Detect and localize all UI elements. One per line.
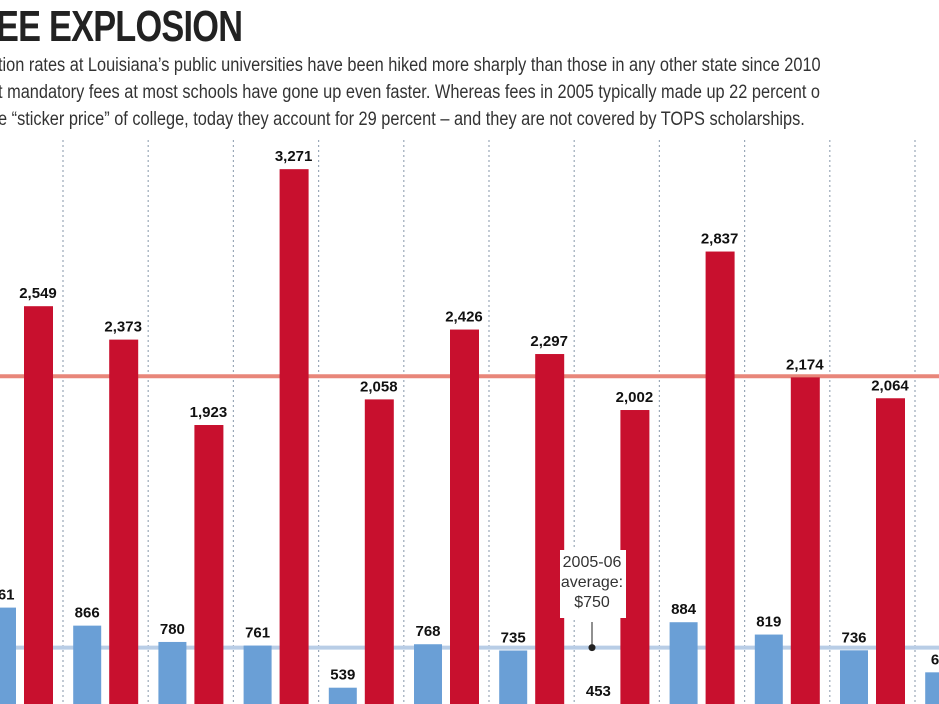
average-annotation-text: average: — [561, 574, 623, 591]
fee-2005-bar — [925, 672, 939, 704]
intro-line-1: tion rates at Louisiana’s public univers… — [0, 55, 821, 76]
fee-2005-bar — [414, 644, 442, 704]
fee-2005-bar — [243, 645, 272, 704]
fee-2005-label: 62 — [931, 651, 939, 668]
fee-current-label: 2,064 — [871, 377, 909, 394]
fee-2005-bar — [158, 641, 187, 704]
fee-2005-label: 866 — [75, 605, 100, 622]
fee-2005-label: 819 — [756, 614, 781, 631]
fee-2005-bar — [840, 650, 868, 704]
fee-2005-label: 780 — [160, 621, 185, 638]
fee-current-bar — [876, 398, 905, 704]
fee-2005-bar — [754, 634, 783, 704]
fee-current-bar — [364, 399, 394, 704]
fee-current-label: 2,549 — [19, 285, 57, 302]
average-annotation-text: $750 — [574, 594, 610, 611]
fee-2005-label: 736 — [841, 629, 866, 646]
fee-current-bar — [24, 306, 53, 704]
fee-current-bar — [790, 377, 820, 704]
fee-current-label: 2,297 — [530, 333, 568, 350]
fee-current-bar — [705, 251, 735, 704]
fee-current-label: 3,271 — [275, 148, 313, 165]
fee-2005-label: 453 — [586, 683, 611, 700]
fee-current-label: 2,426 — [445, 309, 483, 326]
fee-current-bar — [535, 354, 565, 704]
fee-current-bar — [279, 169, 309, 704]
fee-2005-label: 735 — [501, 629, 526, 646]
fee-2005-label: 961 — [0, 587, 15, 604]
fee-current-bar — [194, 425, 224, 704]
fee-current-bar — [450, 329, 479, 704]
fee-current-label: 2,058 — [360, 378, 398, 395]
fee-current-bar — [109, 339, 139, 704]
fee-2005-bar — [0, 607, 16, 704]
fee-2005-bar — [328, 687, 357, 704]
annotation-background — [560, 550, 626, 618]
annotation-dot — [588, 644, 596, 652]
fee-2005-label: 768 — [415, 623, 440, 640]
fee-2005-bar — [499, 650, 528, 704]
fee-2005-label: 761 — [245, 625, 270, 642]
fee-current-label: 2,174 — [786, 356, 824, 373]
fee-current-label: 2,373 — [104, 319, 142, 336]
intro-line-3: e “sticker price” of college, today they… — [0, 109, 805, 130]
fee-2005-label: 884 — [671, 601, 697, 618]
fee-current-label: 1,923 — [190, 404, 228, 421]
fee-2005-bar — [669, 622, 698, 704]
fee-2005-label: 539 — [330, 667, 355, 684]
fee-current-label: 2,002 — [616, 389, 654, 406]
average-annotation-text: 2005-06 — [563, 554, 622, 571]
chart-title: EE EXPLOSION — [0, 2, 243, 51]
fee-current-label: 2,837 — [701, 231, 739, 248]
fee-2005-bar — [73, 625, 102, 704]
intro-line-2: t mandatory fees at most schools have go… — [0, 82, 821, 103]
